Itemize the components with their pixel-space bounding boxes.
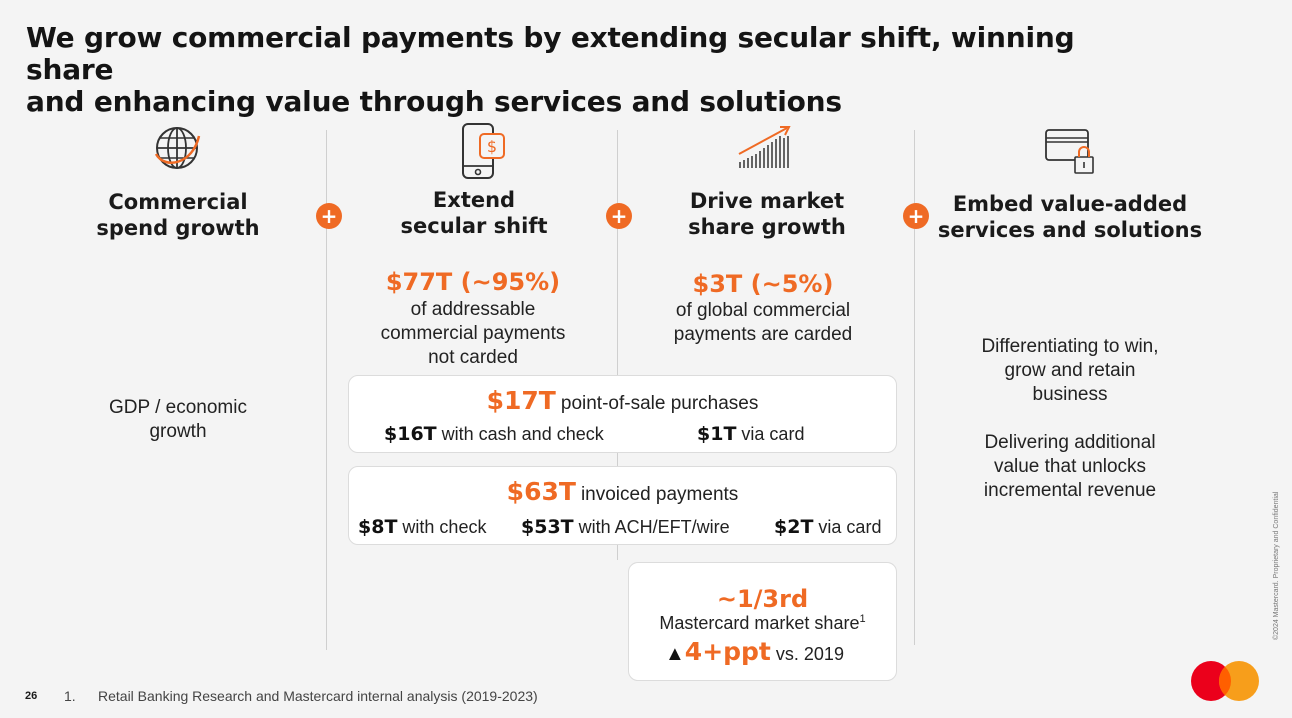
invoice-card-label: via card (818, 517, 882, 537)
footnote-number: 1. (64, 688, 76, 704)
ach-amount: $53T (521, 516, 574, 538)
invoice-amount: $63T (506, 477, 576, 506)
ach-label: with ACH/EFT/wire (578, 517, 730, 537)
cash-amount: $16T (384, 423, 437, 445)
invoice-card-amount: $2T (774, 516, 814, 538)
carded-highlight: $3T (~5%) (692, 270, 834, 298)
column-heading: Commercial spend growth (78, 189, 278, 241)
up-triangle-icon: ▲ (665, 643, 685, 665)
card-amount: $1T (697, 423, 737, 445)
share-label: Mastercard market share (659, 613, 860, 633)
body-line: GDP / economic (109, 397, 247, 418)
heading-line: secular shift (400, 214, 548, 238)
growth-chart-icon (738, 126, 791, 168)
body-line: grow and retain (1004, 360, 1136, 381)
body-line: incremental revenue (983, 480, 1157, 501)
column-body: of global commercial payments are carded (633, 299, 893, 347)
footnote-ref: 1 (859, 613, 866, 625)
column-heading: Extend secular shift (374, 187, 574, 239)
globe-icon (154, 127, 201, 169)
body-line: business (1032, 384, 1108, 405)
pos-cash: $16T with cash and check (384, 423, 604, 445)
page-number: 26 (25, 690, 38, 702)
footnote: 1. Retail Banking Research and Mastercard… (64, 688, 538, 704)
invoiced-payments-card: $63T invoiced payments $8T with check $5… (348, 466, 897, 545)
value-added-body-2: Delivering additional value that unlocks… (930, 431, 1210, 503)
pos-purchases-card: $17T point-of-sale purchases $16T with c… (348, 375, 897, 453)
title-line-1: We grow commercial payments by extending… (26, 21, 1075, 86)
share-value: ~1/3rd (716, 585, 809, 613)
heading-line: share growth (688, 215, 846, 239)
cash-label: with cash and check (441, 424, 604, 444)
pos-label: point-of-sale purchases (560, 393, 759, 414)
pos-amount: $17T (486, 386, 556, 415)
slide-title: We grow commercial payments by extending… (26, 22, 1126, 118)
body-line: Delivering additional (984, 432, 1156, 453)
column-body: GDP / economic growth (78, 396, 278, 444)
mobile-payment-icon: $ (462, 123, 505, 179)
column-divider (914, 130, 915, 645)
column-heading: Drive market share growth (667, 188, 867, 240)
plus-icon: + (316, 203, 342, 229)
invoice-ach: $53T with ACH/EFT/wire (521, 516, 730, 538)
card-label: via card (741, 424, 805, 444)
market-share-card: ~1/3rd Mastercard market share1 ▲4+ppt v… (628, 562, 897, 681)
body-line: of addressable (410, 299, 536, 320)
share-delta-label: vs. 2019 (775, 644, 844, 664)
addressable-highlight: $77T (~95%) (385, 268, 561, 296)
check-label: with check (402, 517, 487, 537)
check-amount: $8T (358, 516, 398, 538)
column-heading: Embed value-added services and solutions (930, 191, 1210, 243)
heading-line: Drive market (689, 189, 845, 213)
heading-line: Commercial (108, 190, 248, 214)
heading-line: Extend (432, 188, 516, 212)
plus-icon: + (903, 203, 929, 229)
body-line: payments are carded (673, 324, 853, 345)
body-line: commercial payments (380, 323, 566, 344)
heading-line: services and solutions (937, 218, 1203, 242)
body-line: not carded (428, 347, 518, 368)
invoice-label: invoiced payments (580, 484, 739, 505)
share-label-row: Mastercard market share1 (629, 613, 896, 634)
value-added-body-1: Differentiating to win, grow and retain … (930, 335, 1210, 407)
share-delta: 4+ppt (684, 637, 771, 666)
body-line: of global commercial (675, 300, 851, 321)
invoice-check: $8T with check (358, 516, 486, 538)
body-line: value that unlocks (993, 456, 1147, 477)
mastercard-logo-icon (1191, 661, 1259, 701)
pos-total: $17T point-of-sale purchases (349, 386, 896, 415)
title-line-2: and enhancing value through services and… (26, 85, 842, 118)
copyright-notice: ©2024 Mastercard. Proprietary and Confid… (1273, 491, 1280, 640)
plus-icon: + (606, 203, 632, 229)
column-divider (617, 130, 618, 560)
invoice-card: $2T via card (774, 516, 881, 538)
column-body: of addressable commercial payments not c… (343, 298, 603, 370)
body-line: Differentiating to win, (981, 336, 1159, 357)
body-line: growth (149, 421, 207, 442)
pos-card: $1T via card (697, 423, 804, 445)
invoice-total: $63T invoiced payments (349, 477, 896, 506)
heading-line: spend growth (96, 216, 260, 240)
share-delta-row: ▲4+ppt vs. 2019 (665, 637, 844, 666)
footnote-text: Retail Banking Research and Mastercard i… (98, 688, 538, 704)
column-divider (326, 130, 327, 650)
secure-card-icon (1045, 129, 1094, 174)
svg-text:$: $ (487, 137, 497, 156)
heading-line: Embed value-added (952, 192, 1188, 216)
